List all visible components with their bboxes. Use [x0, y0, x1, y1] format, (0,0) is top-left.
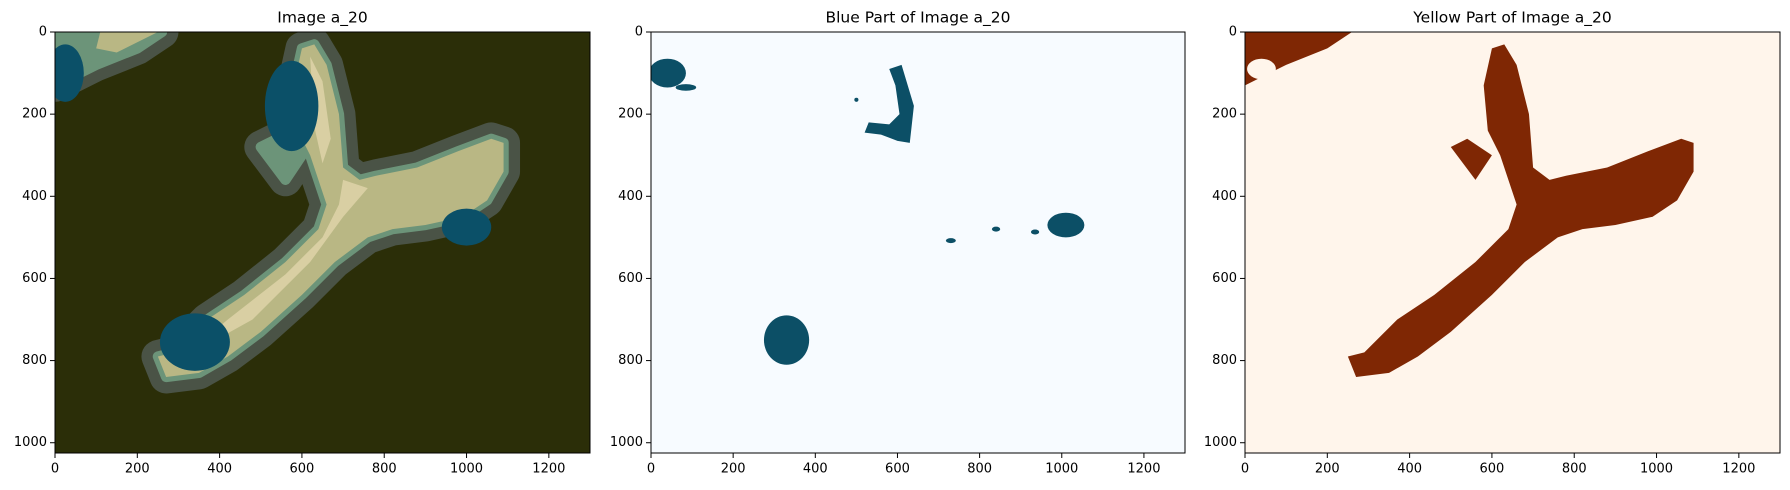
x-tick-label: 600	[885, 462, 910, 477]
x-tick-label: 0	[1241, 462, 1249, 477]
x-tick-label: 1000	[1640, 462, 1673, 477]
y-tick-label: 200	[1212, 107, 1237, 122]
axes-frame	[54, 31, 591, 454]
x-tick-label: 200	[125, 462, 150, 477]
x-tick-label: 600	[1480, 462, 1505, 477]
x-tick-label: 1200	[1127, 462, 1160, 477]
image-raw	[55, 32, 590, 453]
y-tick-label: 1000	[1204, 435, 1237, 450]
y-tick-label: 0	[1229, 25, 1237, 40]
y-tick-label: 400	[1212, 189, 1237, 204]
x-tick-label: 800	[372, 462, 397, 477]
y-tick-label: 600	[1212, 271, 1237, 286]
x-tick-label: 200	[721, 462, 746, 477]
y-tick-label: 800	[22, 353, 47, 368]
y-tick-label: 1000	[610, 435, 643, 450]
x-tick-label: 1000	[450, 462, 483, 477]
y-tick-label: 800	[618, 353, 643, 368]
chart-title: Blue Part of Image a_20	[825, 9, 1010, 28]
x-tick-label: 800	[1562, 462, 1587, 477]
y-tick-label: 600	[618, 271, 643, 286]
y-tick-label: 400	[22, 189, 47, 204]
y-tick-label: 0	[635, 25, 643, 40]
chart-title: Image a_20	[277, 9, 367, 28]
axes-frame	[650, 31, 1186, 454]
y-tick-label: 600	[22, 271, 47, 286]
image-yellow	[1245, 32, 1780, 453]
x-tick-label: 0	[51, 462, 59, 477]
y-tick-label: 400	[618, 189, 643, 204]
x-tick-label: 400	[207, 462, 232, 477]
x-tick-label: 400	[803, 462, 828, 477]
x-tick-label: 400	[1397, 462, 1422, 477]
chart-title: Yellow Part of Image a_20	[1412, 9, 1611, 28]
y-tick-label: 0	[39, 25, 47, 40]
y-tick-label: 200	[618, 107, 643, 122]
x-tick-label: 1200	[1722, 462, 1755, 477]
x-tick-label: 0	[647, 462, 655, 477]
y-tick-label: 1000	[14, 435, 47, 450]
x-tick-label: 1000	[1045, 462, 1078, 477]
image-blue	[651, 32, 1185, 453]
x-tick-label: 200	[1315, 462, 1340, 477]
x-tick-label: 800	[967, 462, 992, 477]
axes-frame	[1244, 31, 1781, 454]
x-tick-label: 600	[290, 462, 315, 477]
x-tick-label: 1200	[532, 462, 565, 477]
y-tick-label: 200	[22, 107, 47, 122]
y-tick-label: 800	[1212, 353, 1237, 368]
